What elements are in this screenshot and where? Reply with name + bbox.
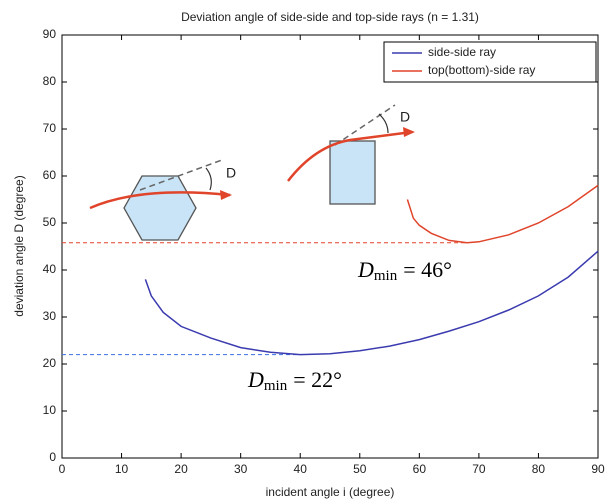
- annotation-symbol: D: [247, 367, 264, 392]
- annotation-text: = 46°: [403, 257, 452, 282]
- x-tick-label: 90: [591, 462, 605, 476]
- diagram-label: D: [400, 109, 410, 125]
- annotation: Dmin = 46°: [357, 257, 452, 284]
- angle-arc: [378, 113, 389, 134]
- x-tick-label: 30: [234, 462, 248, 476]
- dashed-ray: [334, 104, 396, 146]
- arrow-head: [403, 127, 415, 137]
- legend-box: [383, 41, 597, 83]
- ray: [287, 130, 413, 182]
- y-axis-label: deviation angle D (degree): [12, 175, 26, 316]
- rectangle: [329, 140, 376, 205]
- annotation-subscript: min: [374, 268, 398, 284]
- x-tick-label: 70: [472, 462, 486, 476]
- diagram-label: D: [226, 165, 236, 181]
- annotation-subscript: min: [264, 378, 288, 394]
- y-tick-label: 40: [43, 262, 57, 276]
- y-tick-label: 60: [43, 168, 57, 182]
- x-tick-label: 10: [115, 462, 129, 476]
- y-tick-label: 0: [49, 450, 56, 464]
- x-tick-label: 60: [413, 462, 427, 476]
- legend-label: top(bottom)-side ray: [428, 63, 535, 77]
- series-line: [406, 184, 599, 244]
- rectangle-diagram: D: [287, 104, 415, 205]
- ray: [89, 191, 231, 210]
- y-tick-label: 80: [43, 74, 57, 88]
- x-axis-label: incident angle i (degree): [266, 485, 395, 499]
- annotation-text: = 22°: [293, 367, 342, 392]
- y-tick-label: 10: [43, 403, 57, 417]
- y-tick-label: 50: [43, 215, 57, 229]
- x-tick-label: 40: [294, 462, 308, 476]
- y-tick-label: 30: [43, 309, 57, 323]
- x-tick-label: 80: [532, 462, 546, 476]
- x-tick-label: 0: [59, 462, 66, 476]
- annotation-symbol: D: [357, 257, 374, 282]
- y-tick-label: 20: [43, 356, 57, 370]
- annotation: Dmin = 22°: [247, 367, 342, 394]
- plot-area: [61, 34, 599, 459]
- arrow-head: [220, 190, 232, 200]
- dashed-ray: [139, 159, 223, 191]
- chart-title: Deviation angle of side-side and top-sid…: [181, 10, 479, 24]
- x-tick-label: 20: [174, 462, 188, 476]
- hexagon-diagram: D: [89, 159, 236, 241]
- angle-arc: [205, 167, 212, 191]
- series-line: [144, 250, 599, 356]
- legend-label: side-side ray: [428, 45, 496, 59]
- x-tick-label: 50: [353, 462, 367, 476]
- y-tick-label: 70: [43, 121, 57, 135]
- y-tick-label: 90: [43, 27, 57, 41]
